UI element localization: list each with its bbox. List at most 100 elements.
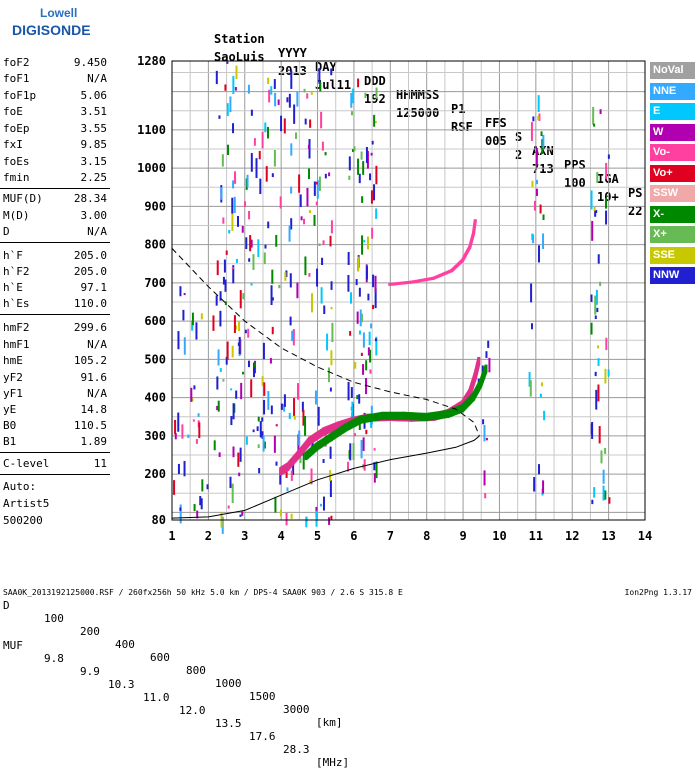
echo-mark [363,459,366,471]
echo-mark [293,415,296,420]
echo-mark [605,337,608,351]
echo-mark [288,93,291,108]
trace-mark [371,413,375,422]
echo-mark [263,441,266,449]
echo-mark [539,393,542,398]
echo-mark [604,490,607,500]
echo-mark [226,61,229,64]
echo-mark [274,496,277,513]
param-value: 9.450 [73,56,107,69]
muf-d-value: 1500 [249,690,276,703]
echo-mark [535,188,538,196]
separator [0,314,110,315]
echo-mark [267,77,270,84]
echo-mark [263,382,266,396]
echo-mark [234,171,237,184]
logo-digisonde: DIGISONDE [12,22,91,38]
trace-mark [400,281,404,285]
echo-mark [199,496,202,506]
trace-mark [422,412,426,421]
echo-mark [305,516,308,528]
echo-mark [348,156,351,171]
echo-mark [533,200,536,211]
param-row: fmin 2.25 [3,171,107,185]
echo-mark [313,214,316,226]
echo-mark [357,158,360,175]
y-tick-label: 1000 [137,161,166,175]
x-tick-label: 1 [168,529,175,543]
echo-mark [218,115,221,119]
echo-mark [537,115,540,121]
plot-frame [171,60,646,521]
trace-mark [360,415,364,424]
echo-mark [174,433,177,440]
echo-mark [488,357,491,373]
echo-mark [242,371,245,375]
echo-mark [597,358,600,366]
param-key: foF2 [3,56,30,69]
trace-mark [473,219,477,223]
echo-mark [373,114,376,127]
echo-mark [365,266,368,280]
echo-mark [224,279,227,292]
param-row: hmF1 N/A [3,338,107,352]
legend-item-vo-: Vo+ [650,164,695,182]
param-row: C-level 11 [3,457,107,471]
x-tick-label: 5 [314,529,321,543]
echo-mark [244,201,247,207]
trace-mark [367,414,371,423]
echo-mark [531,233,534,240]
param-key: hmE [3,354,23,367]
muf-label: MUF [3,639,23,652]
echo-mark [324,152,327,156]
param-key: foEp [3,122,30,135]
echo-mark [355,279,358,286]
echo-mark [313,181,316,196]
echo-mark [357,256,360,272]
echo-mark [286,487,289,492]
param-row: MUF(D) 28.34 [3,192,107,206]
trace-mark [397,281,401,285]
echo-mark [292,329,295,346]
param-value: 3.55 [80,122,108,135]
echo-mark [179,286,182,297]
echo-mark [238,336,241,355]
echo-mark [292,456,295,476]
echo-mark [181,424,184,439]
echo-mark [259,178,262,194]
trace-mark [416,412,420,421]
param-row: hmF2 299.6 [3,321,107,335]
echo-mark [594,371,597,377]
echo-mark [310,92,313,95]
echo-mark [295,132,298,139]
echo-mark [273,149,276,167]
echo-mark [224,84,227,91]
echo-mark [225,250,228,255]
echo-mark [183,460,186,477]
echo-mark [599,281,602,287]
hdr-label-ddd: DDD [364,74,386,88]
x-tick-label: 3 [241,529,248,543]
legend-item-ssw: SSW [650,185,695,202]
echo-mark [173,480,176,495]
echo-mark [375,461,378,479]
echo-mark [216,376,219,390]
echo-mark [361,196,364,203]
echo-mark [299,194,302,208]
echo-mark [365,378,368,395]
x-tick-label: 12 [565,529,579,543]
trace-mark [415,412,419,421]
echo-mark [253,138,256,146]
echo-mark [590,322,593,335]
trace-mark [374,412,378,421]
echo-mark [290,470,293,481]
trace-mark [422,278,426,282]
trace-mark [406,411,410,420]
echo-mark [285,512,288,526]
echo-mark [374,275,377,293]
trace-mark [359,415,363,424]
echo-mark [320,111,323,129]
echo-mark [220,187,223,200]
echo-mark [179,507,182,511]
echo-mark [539,204,542,214]
